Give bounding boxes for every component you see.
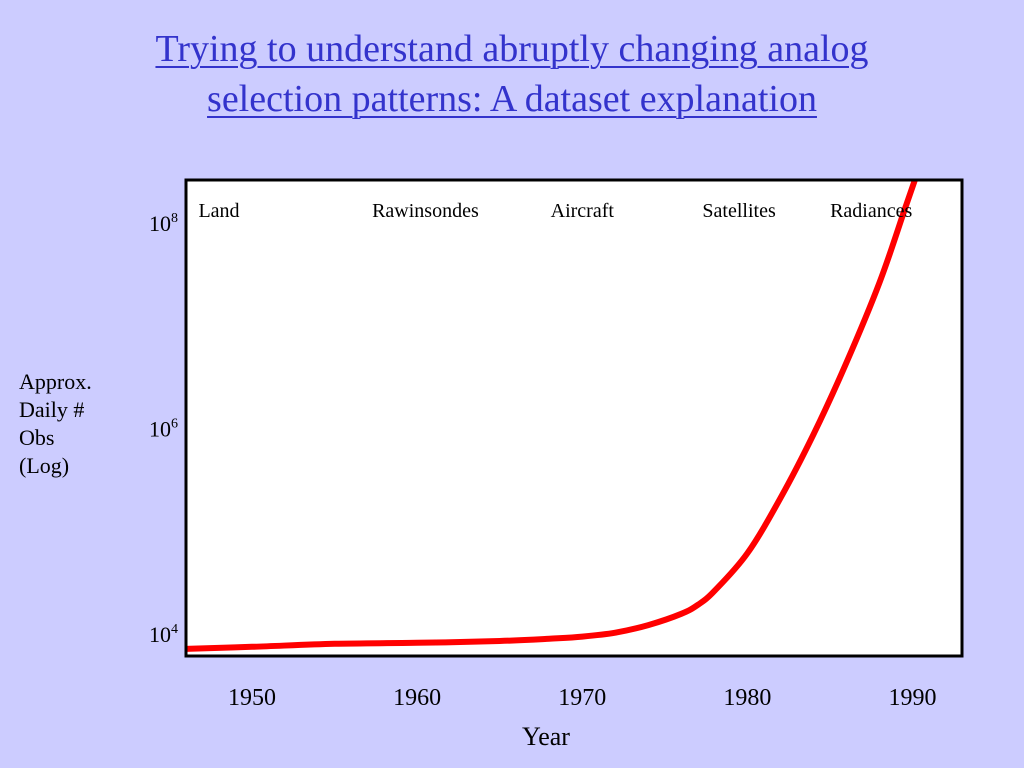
x-tick-label-1970: 1970 <box>558 685 606 711</box>
y-axis-label-line-2: Daily # <box>19 397 85 422</box>
x-tick-label-1980: 1980 <box>723 685 771 711</box>
slide-title-line-2: selection patterns: A dataset explanatio… <box>207 78 817 120</box>
era-label-land: Land <box>198 200 239 222</box>
slide-title: Trying to understand abruptly changing a… <box>0 24 1024 124</box>
y-axis-label-line-3: Obs <box>19 425 55 450</box>
slide-title-line-1: Trying to understand abruptly changing a… <box>155 28 869 70</box>
era-label-aircraft: Aircraft <box>551 200 615 222</box>
series-line-0 <box>186 180 919 652</box>
x-tick-label-1960: 1960 <box>393 685 441 711</box>
plot-frame <box>184 178 964 658</box>
era-label-satellites: Satellites <box>702 200 776 222</box>
y-tick-label-1e4: 104 <box>149 622 178 647</box>
x-axis-label: Year <box>522 722 570 751</box>
y-axis-label-line-1: Approx. <box>19 369 92 394</box>
era-label-rawinsondes: Rawinsondes <box>372 200 479 222</box>
x-tick-label-1990: 1990 <box>889 685 937 711</box>
y-axis-label: Approx. Daily # Obs (Log) <box>19 368 92 480</box>
y-tick-label-1e6: 106 <box>149 417 178 442</box>
era-label-radiances: Radiances <box>830 200 912 222</box>
plot-area <box>186 180 962 656</box>
y-axis-label-line-4: (Log) <box>19 453 70 478</box>
y-tick-label-1e8: 108 <box>149 211 178 236</box>
x-tick-label-1950: 1950 <box>228 685 276 711</box>
